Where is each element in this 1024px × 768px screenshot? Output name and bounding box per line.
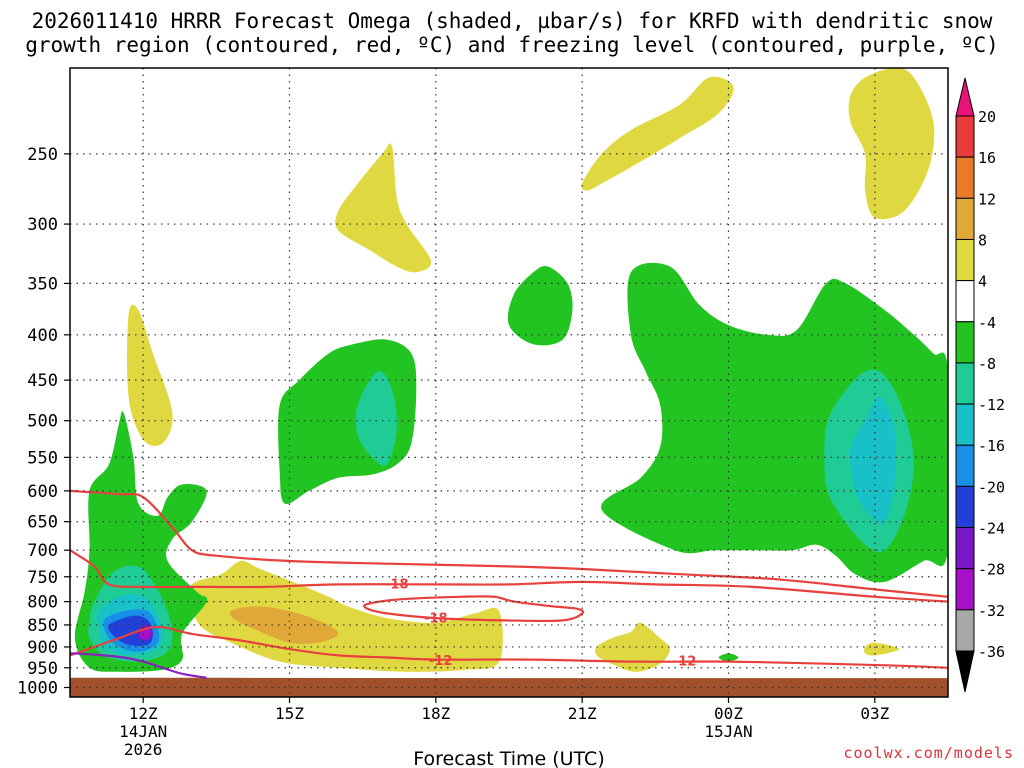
ground-surface	[70, 677, 948, 697]
contour-label-1: -18	[385, 577, 409, 592]
y-tick-label-550: 550	[27, 448, 58, 468]
colorbar-box-3	[955, 197, 975, 240]
x-tick-label-21Z: 21Z	[568, 704, 597, 723]
omega-region-yellow-top-right-2	[848, 68, 935, 220]
dgz-contour-1	[70, 549, 948, 603]
colorbar-label-6: -4	[978, 314, 996, 332]
chart-title-line-2: growth region (contoured, red, ºC) and f…	[25, 33, 999, 57]
omega-region-yellow-top-right-1	[581, 76, 734, 191]
colorbar-box-4	[955, 238, 975, 282]
colorbar-label-10: -20	[978, 478, 1005, 496]
colorbar-top-triangle	[955, 77, 975, 117]
colorbar-label-5: 4	[978, 273, 987, 291]
colorbar-box-9	[955, 444, 975, 487]
colorbar-bottom-triangle	[955, 650, 975, 693]
omega-region-yellow-mid-upper	[335, 143, 432, 273]
omega-region-magenta-left	[139, 628, 151, 640]
colorbar-box-12	[955, 568, 975, 611]
ground-layer	[70, 677, 948, 697]
x-tick-label-18Z: 18Z	[421, 704, 450, 723]
omega-region-orange-lower	[229, 606, 339, 644]
plot-frame	[69, 67, 949, 698]
x-tick-sublabel-12Z-1: 14JAN	[119, 722, 167, 741]
omega-shading-layer	[74, 68, 948, 672]
contour-label-4: -12	[673, 654, 697, 669]
colorbar-box-13	[955, 609, 975, 652]
y-tick-label-250: 250	[27, 145, 58, 165]
y-tick-label-600: 600	[27, 482, 58, 502]
y-tick-label-750: 750	[27, 568, 58, 588]
dgz-contour-3	[363, 595, 585, 623]
y-tick-label-950: 950	[27, 659, 58, 679]
colorbar: 20 16 12 8 4 -4 -8 -12 -16 -20 -24 -28 -32 -36	[955, 77, 1005, 693]
omega-region-cyan-right	[849, 396, 896, 524]
y-tick-label-300: 300	[27, 215, 58, 235]
colorbar-label-11: -24	[978, 520, 1005, 538]
colorbar-box-2	[955, 156, 975, 199]
colorbar-label-4: 8	[978, 231, 987, 249]
colorbar-label-2: 16	[978, 149, 996, 167]
y-tick-label-700: 700	[27, 541, 58, 561]
x-tick-label-12Z: 12Z	[129, 704, 158, 723]
x-tick-label-15Z: 15Z	[275, 704, 304, 723]
colorbar-box-8	[955, 403, 975, 446]
omega-region-yellow-lower-band	[189, 560, 503, 672]
omega-region-green-upper-small	[507, 265, 573, 346]
colorbar-box-7	[955, 362, 975, 405]
y-tick-label-350: 350	[27, 274, 58, 294]
dgz-contour-4	[70, 625, 948, 669]
colorbar-box-10	[955, 485, 975, 529]
y-tick-label-900: 900	[27, 638, 58, 658]
x-axis-label: Forecast Time (UTC)	[413, 748, 604, 768]
colorbar-box-5	[955, 280, 975, 323]
omega-region-yellow-blob-21z	[595, 622, 670, 672]
colorbar-label-9: -16	[978, 437, 1005, 455]
dgz-contour-2	[70, 489, 948, 598]
x-tick-label-03Z: 03Z	[860, 704, 889, 723]
x-tick-sublabel-12Z-2: 2026	[124, 740, 163, 759]
contour-label-3: -12	[429, 654, 453, 669]
y-tick-label-850: 850	[27, 616, 58, 636]
colorbar-box-6	[955, 321, 975, 364]
x-tick-sublabel-00Z-1: 15JAN	[704, 722, 752, 741]
colorbar-box-11	[955, 527, 975, 570]
omega-region-teal-mid	[355, 371, 397, 466]
y-tick-label-450: 450	[27, 371, 58, 391]
colorbar-label-13: -32	[978, 602, 1005, 620]
omega-region-green-tiny-00z	[718, 653, 739, 662]
contour-layer: -18 -18 -12 -12	[70, 489, 948, 679]
y-tick-label-1000: 1000	[17, 678, 58, 698]
colorbar-box-1	[955, 115, 975, 158]
colorbar-label-1: 20	[978, 108, 996, 126]
y-tick-label-650: 650	[27, 513, 58, 533]
y-tick-label-400: 400	[27, 326, 58, 346]
freezing-level-contour	[70, 652, 207, 679]
y-tick-label-800: 800	[27, 593, 58, 613]
omega-region-yellow-left-narrow	[126, 304, 173, 446]
colorbar-label-8: -12	[978, 396, 1005, 414]
y-tick-label-500: 500	[27, 412, 58, 432]
colorbar-label-12: -28	[978, 561, 1005, 579]
gridlines	[70, 68, 948, 697]
colorbar-label-14: -36	[978, 643, 1005, 661]
colorbar-label-3: 12	[978, 190, 996, 208]
credit-link[interactable]: coolwx.com/models	[843, 744, 1014, 762]
omega-region-yellow-blob-03z	[863, 642, 900, 656]
colorbar-label-7: -8	[978, 355, 996, 373]
plot-area: -18 -18 -12 -12	[70, 68, 948, 697]
x-tick-label-00Z: 00Z	[714, 704, 743, 723]
contour-label-2: -18	[424, 612, 448, 627]
chart-title-line-1: 2026011410 HRRR Forecast Omega (shaded, …	[31, 9, 993, 33]
